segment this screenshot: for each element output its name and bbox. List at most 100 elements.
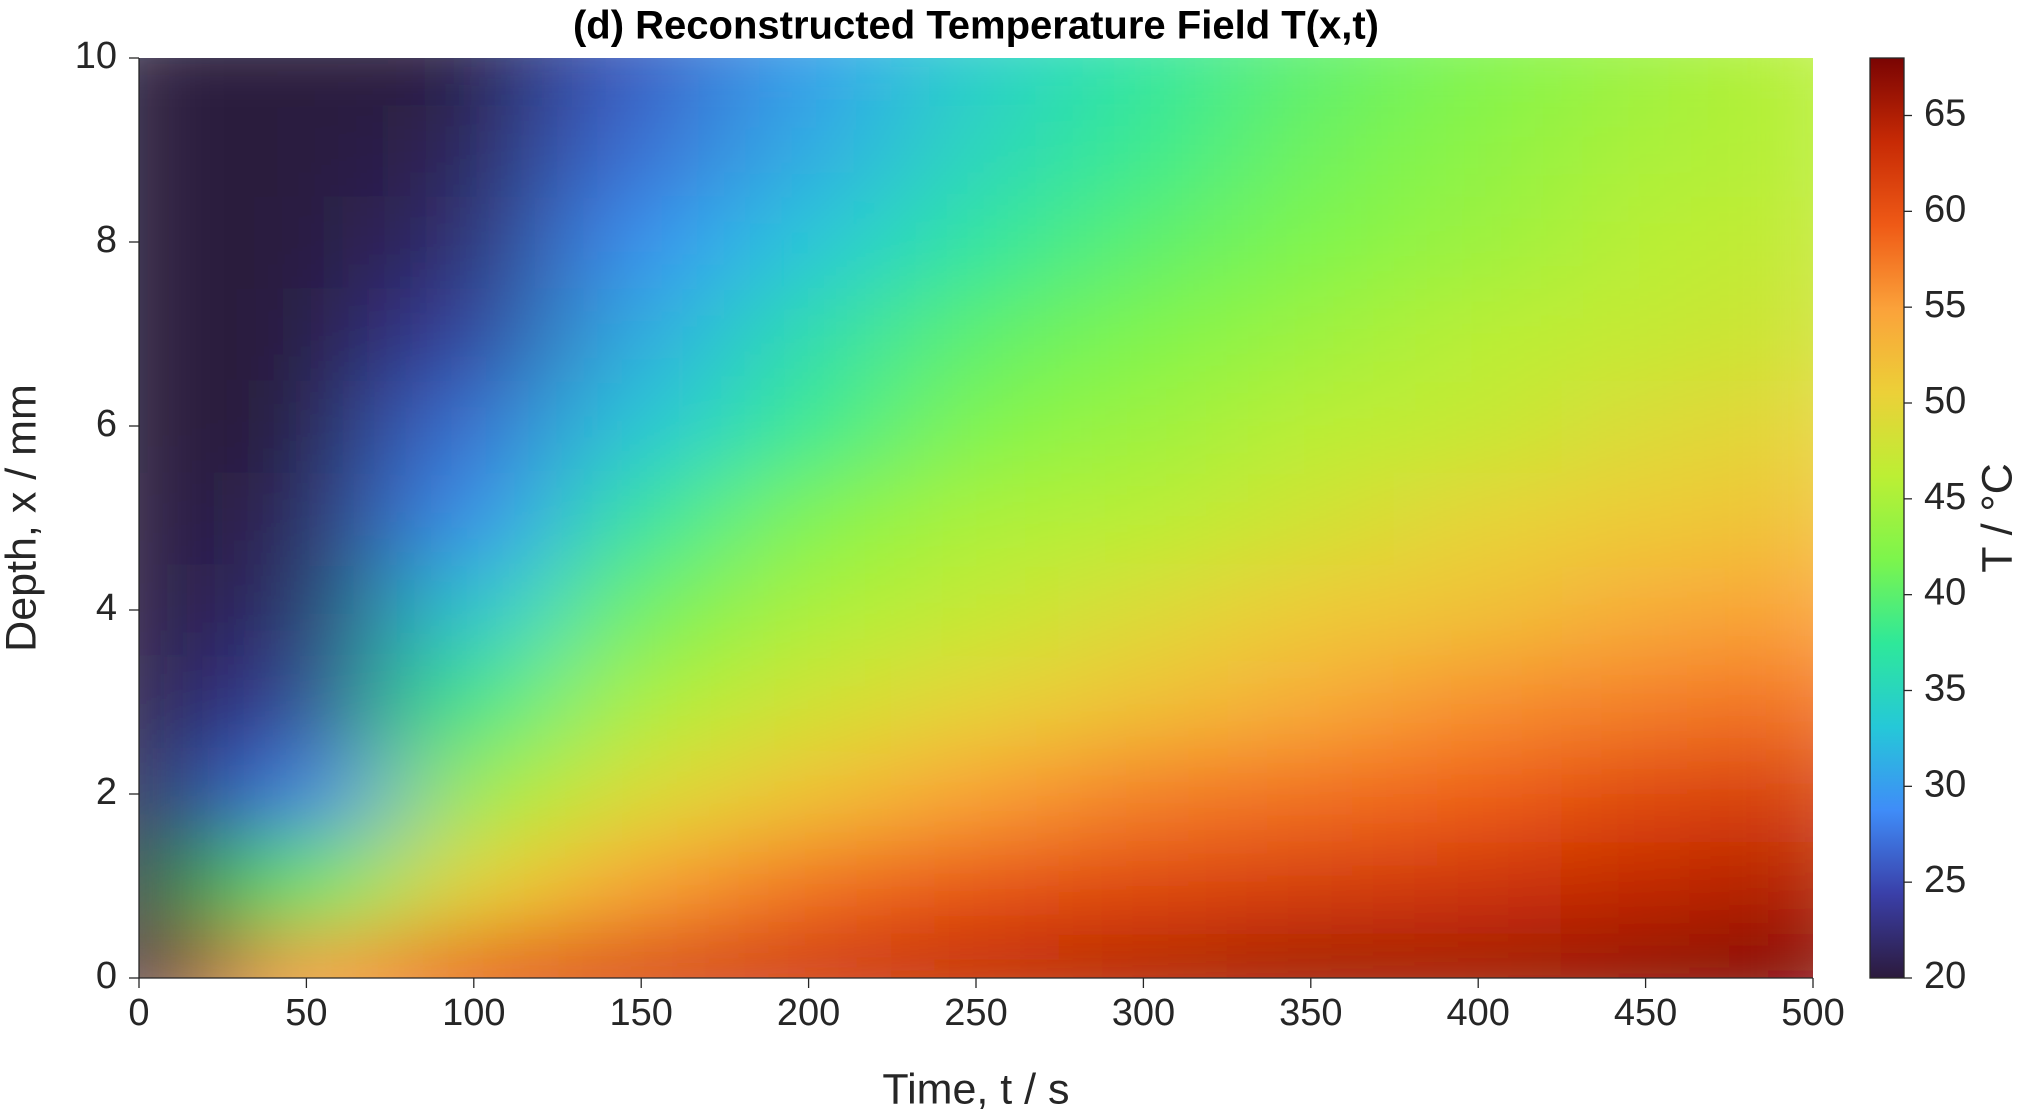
heatmap-cell (723, 103, 894, 197)
x-tick-label: 300 (1112, 992, 1175, 1034)
heatmap-cell (891, 103, 1061, 197)
y-tick-label: 2 (96, 771, 117, 813)
heatmap-cell (1226, 103, 1396, 197)
heatmap-cell (723, 287, 894, 381)
heatmap-cell (139, 195, 224, 289)
x-tick-label: 100 (442, 992, 505, 1034)
heatmap-cell (1393, 195, 1563, 289)
x-tick-label: 0 (128, 992, 149, 1034)
heatmap-cell (1728, 471, 1813, 565)
colorbar-tick-label: 25 (1924, 859, 1966, 901)
heatmap-cell (1393, 287, 1563, 381)
colorbar-tick-label: 55 (1924, 284, 1966, 326)
heatmap-cell (891, 747, 1061, 841)
heatmap-cell (1728, 563, 1813, 657)
heatmap-cell (1560, 563, 1731, 657)
heatmap-cell (1728, 655, 1813, 749)
colorbar-tick-label: 65 (1924, 93, 1966, 135)
heatmap-cell (1058, 287, 1229, 381)
heatmap-cell (1058, 655, 1229, 749)
heatmap-cell (221, 287, 392, 381)
heatmap-cell (1728, 287, 1813, 381)
heatmap-cell (139, 103, 224, 197)
heatmap-cell (139, 839, 224, 933)
heatmap-cell (556, 931, 726, 978)
heatmap-cell (221, 839, 392, 933)
y-axis-label: Depth, x / mm (0, 384, 45, 652)
x-tick-label: 350 (1279, 992, 1342, 1034)
heatmap-cell (139, 655, 224, 749)
heatmap-cell (221, 103, 392, 197)
heatmap-cell (221, 931, 392, 978)
heatmap-cell (1226, 931, 1396, 978)
heatmap-cell (723, 563, 894, 657)
heatmap-cell (1393, 655, 1563, 749)
heatmap-cell (389, 379, 559, 473)
heatmap-cell (389, 655, 559, 749)
heatmap-cell (891, 839, 1061, 933)
heatmap-cell (1226, 471, 1396, 565)
heatmap-cell (1058, 563, 1229, 657)
heatmap-cell (1728, 58, 1813, 105)
heatmap-cell (723, 655, 894, 749)
heatmap-cell (556, 287, 726, 381)
heatmap-cell (891, 563, 1061, 657)
x-tick-label: 200 (777, 992, 840, 1034)
heatmap-cell (1393, 58, 1563, 105)
heatmap-cell (389, 839, 559, 933)
heatmap-cell (1728, 379, 1813, 473)
x-tick-label: 400 (1446, 992, 1509, 1034)
heatmap-cell (221, 58, 392, 105)
heatmap-cell (1560, 287, 1731, 381)
heatmap-cell (1393, 563, 1563, 657)
heatmap-cell (556, 103, 726, 197)
heatmap-cell (891, 195, 1061, 289)
heatmap-cell (1560, 195, 1731, 289)
colorbar-tick-label: 45 (1924, 476, 1966, 518)
heatmap-cell (1560, 103, 1731, 197)
heatmap-cells (139, 58, 1813, 978)
x-tick-label: 500 (1781, 992, 1844, 1034)
y-tick-label: 0 (96, 955, 117, 997)
colorbar-tick-label: 60 (1924, 188, 1966, 230)
colorbar-tick-label: 50 (1924, 380, 1966, 422)
heatmap-cell (556, 471, 726, 565)
heatmap-cell (1393, 379, 1563, 473)
heatmap-cell (556, 379, 726, 473)
heatmap-cell (1226, 747, 1396, 841)
heatmap-cell (891, 58, 1061, 105)
heatmap-cell (1058, 58, 1229, 105)
heatmap-cell (891, 471, 1061, 565)
heatmap-cell (139, 563, 224, 657)
heatmap-cell (723, 58, 894, 105)
heatmap-cell (891, 379, 1061, 473)
heatmap-cell (1560, 655, 1731, 749)
heatmap-cell (1393, 747, 1563, 841)
heatmap-cell (221, 747, 392, 841)
y-tick-label: 10 (75, 35, 117, 77)
heatmap-cell (389, 931, 559, 978)
x-axis-label: Time, t / s (882, 1065, 1069, 1113)
heatmap-cell (1728, 931, 1813, 978)
heatmap-cell (556, 58, 726, 105)
heatmap-cell (139, 287, 224, 381)
x-tick-label: 450 (1614, 992, 1677, 1034)
heatmap-cell (891, 931, 1061, 978)
heatmap-cell (1560, 931, 1731, 978)
heatmap-cell (139, 471, 224, 565)
heatmap-cell (723, 379, 894, 473)
heatmap-cell (1226, 655, 1396, 749)
heatmap-cell (1560, 379, 1731, 473)
heatmap-cell (1058, 195, 1229, 289)
x-tick-label: 150 (609, 992, 672, 1034)
heatmap-cell (389, 58, 559, 105)
heatmap-cell (1560, 839, 1731, 933)
chart-title: (d) Reconstructed Temperature Field T(x,… (573, 4, 1379, 48)
heatmap-cell (139, 58, 224, 105)
y-tick-label: 6 (96, 403, 117, 445)
heatmap-cell (723, 747, 894, 841)
heatmap-cell (1226, 379, 1396, 473)
heatmap-cell (221, 471, 392, 565)
heatmap-cell (389, 563, 559, 657)
